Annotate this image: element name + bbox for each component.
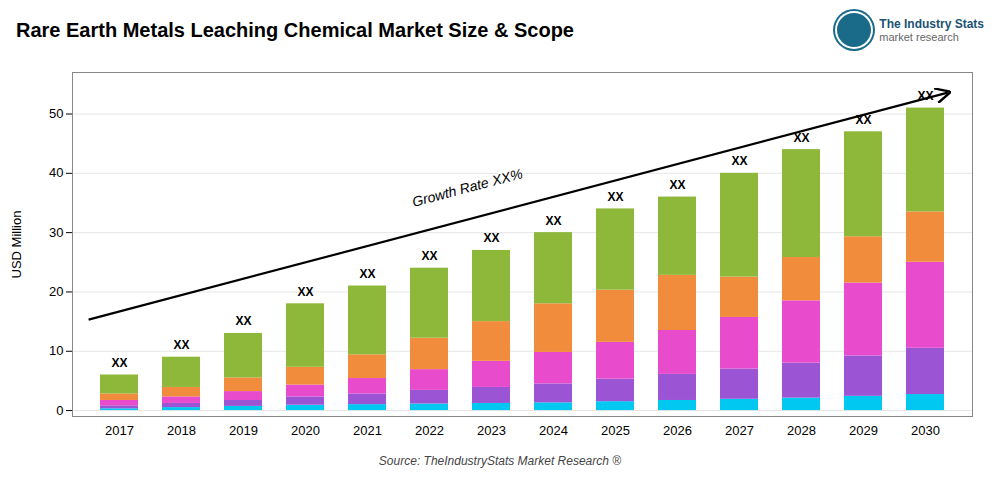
html-text:Source: TheIndustryStats Marke: Source: TheIndustryStats Market Research… <box>378 454 622 468</box>
html-text:Rare Earth Metals Leaching Che: Rare Earth Metals Leaching Chemical Mark… <box>16 18 574 41</box>
svg-text:30: 30 <box>49 225 63 240</box>
svg-text:2026: 2026 <box>663 423 692 438</box>
svg-text:XX: XX <box>607 190 623 204</box>
svg-text:XX: XX <box>917 89 934 104</box>
svg-text:50: 50 <box>49 106 63 121</box>
svg-text:XX: XX <box>545 214 561 228</box>
svg-text:XX: XX <box>235 314 251 328</box>
svg-text:XX: XX <box>173 338 189 352</box>
svg-text:2019: 2019 <box>229 423 258 438</box>
svg-text:2022: 2022 <box>415 423 444 438</box>
svg-text:XX: XX <box>669 178 685 192</box>
svg-text:XX: XX <box>359 267 375 281</box>
svg-text:XX: XX <box>421 249 437 263</box>
svg-text:2025: 2025 <box>601 423 630 438</box>
svg-text:20: 20 <box>49 284 63 299</box>
svg-text:40: 40 <box>49 165 63 180</box>
svg-text:2028: 2028 <box>787 423 816 438</box>
svg-text:XX: XX <box>793 130 810 145</box>
svg-text:2021: 2021 <box>353 423 382 438</box>
svg-text:XX: XX <box>297 285 313 299</box>
svg-text:USD Million: USD Million <box>9 211 24 279</box>
svg-text:2017: 2017 <box>105 423 134 438</box>
svg-text:XX: XX <box>111 356 127 370</box>
svg-text:XX: XX <box>731 154 747 168</box>
svg-text:2029: 2029 <box>849 423 878 438</box>
svg-text:0: 0 <box>56 403 63 418</box>
svg-text:XX: XX <box>483 231 499 245</box>
svg-text:Growth Rate XX%: Growth Rate XX% <box>410 165 524 209</box>
svg-text:2020: 2020 <box>291 423 320 438</box>
svg-text:2030: 2030 <box>911 423 940 438</box>
svg-text:2023: 2023 <box>477 423 506 438</box>
html-text:market research: market research <box>879 31 959 43</box>
svg-text:2024: 2024 <box>539 423 568 438</box>
svg-text:2027: 2027 <box>725 423 754 438</box>
html-text:The Industry Stats: The Industry Stats <box>879 17 984 31</box>
svg-text:2018: 2018 <box>167 423 196 438</box>
svg-text:XX: XX <box>855 112 872 127</box>
svg-text:10: 10 <box>49 343 63 358</box>
